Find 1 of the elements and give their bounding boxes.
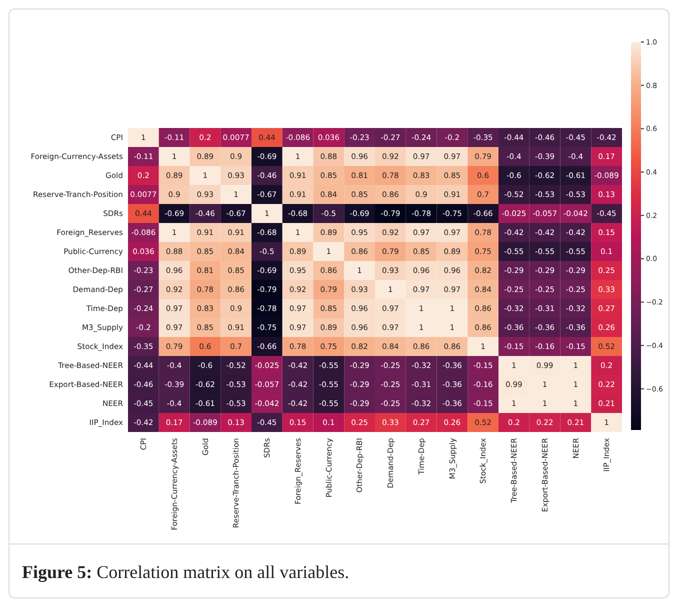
caption: Figure 5: Correlation matrix on all variables. (22, 562, 350, 582)
